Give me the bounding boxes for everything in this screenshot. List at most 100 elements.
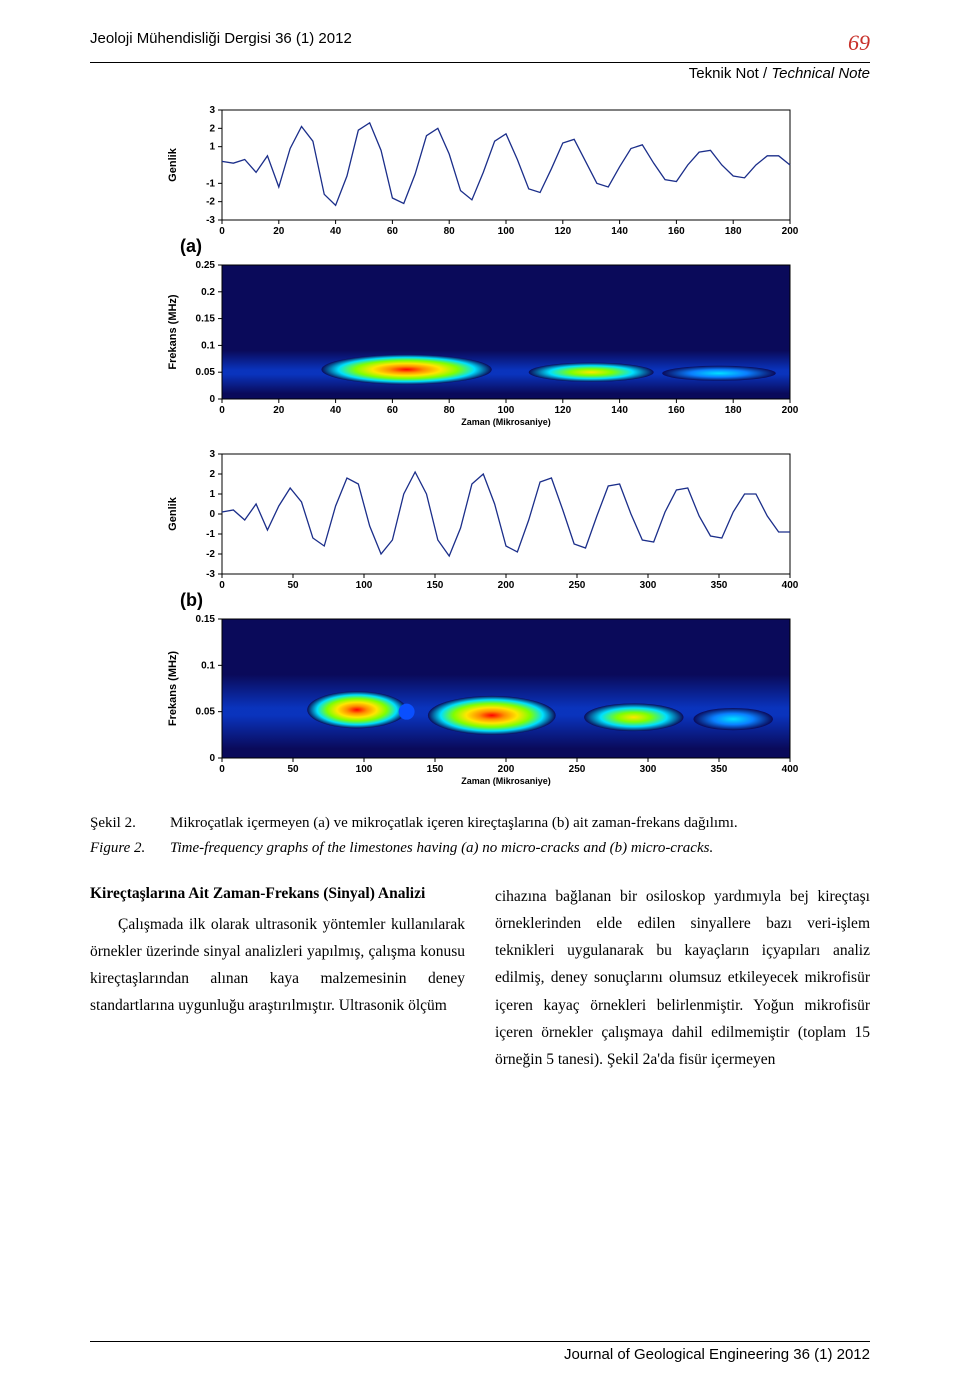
svg-text:0.05: 0.05 bbox=[196, 707, 216, 718]
svg-text:120: 120 bbox=[554, 405, 571, 416]
svg-text:-2: -2 bbox=[206, 197, 215, 208]
svg-text:160: 160 bbox=[668, 226, 685, 237]
svg-text:350: 350 bbox=[711, 764, 728, 775]
svg-text:-2: -2 bbox=[206, 549, 215, 560]
svg-text:3: 3 bbox=[209, 449, 215, 460]
svg-text:2: 2 bbox=[209, 469, 215, 480]
svg-text:120: 120 bbox=[554, 226, 571, 237]
caption-label-en: Figure 2. bbox=[90, 838, 170, 859]
svg-text:150: 150 bbox=[427, 764, 444, 775]
svg-text:180: 180 bbox=[725, 226, 742, 237]
left-paragraph: Çalışmada ilk olarak ultrasonik yöntemle… bbox=[90, 911, 465, 1020]
svg-text:20: 20 bbox=[273, 405, 285, 416]
tech-note-tr: Teknik Not / bbox=[689, 65, 772, 82]
svg-text:300: 300 bbox=[640, 764, 657, 775]
svg-text:0.2: 0.2 bbox=[201, 287, 215, 298]
technical-note-line: Teknik Not / Technical Note bbox=[90, 65, 870, 82]
svg-text:0: 0 bbox=[219, 580, 225, 591]
svg-text:0: 0 bbox=[209, 509, 215, 520]
svg-text:50: 50 bbox=[287, 764, 299, 775]
svg-text:Zaman (Mikrosaniye): Zaman (Mikrosaniye) bbox=[461, 776, 551, 786]
panel-a-label: (a) bbox=[180, 236, 202, 257]
svg-text:200: 200 bbox=[782, 226, 799, 237]
svg-text:1: 1 bbox=[209, 489, 215, 500]
svg-text:140: 140 bbox=[611, 405, 628, 416]
svg-text:250: 250 bbox=[569, 764, 586, 775]
svg-text:0: 0 bbox=[209, 753, 215, 764]
svg-text:200: 200 bbox=[498, 764, 515, 775]
spectrogram-a-chart: 0 20 40 60 80 100 120 140 160 180 200 0 0.05 0.1 0.15 0… bbox=[160, 259, 800, 429]
svg-text:100: 100 bbox=[356, 764, 373, 775]
svg-text:50: 50 bbox=[287, 580, 299, 591]
svg-text:400: 400 bbox=[782, 764, 799, 775]
svg-text:400: 400 bbox=[782, 580, 799, 591]
waveform-a-chart: 020406080100120140160180200-3-2-1123Genl… bbox=[160, 102, 800, 242]
svg-text:1: 1 bbox=[209, 142, 215, 153]
svg-text:Frekans (MHz): Frekans (MHz) bbox=[167, 651, 179, 727]
svg-text:Zaman (Mikrosaniye): Zaman (Mikrosaniye) bbox=[461, 417, 551, 427]
svg-text:0.25: 0.25 bbox=[196, 260, 216, 271]
page-number: 69 bbox=[848, 30, 870, 56]
svg-text:-1: -1 bbox=[206, 529, 215, 540]
svg-text:300: 300 bbox=[640, 580, 657, 591]
svg-text:0.1: 0.1 bbox=[201, 340, 215, 351]
svg-text:-3: -3 bbox=[206, 215, 215, 226]
header-rule bbox=[90, 62, 870, 63]
left-column: Kireçtaşlarına Ait Zaman-Frekans (Sinyal… bbox=[90, 883, 465, 1073]
caption-text-tr: Mikroçatlak içermeyen (a) ve mikroçatlak… bbox=[170, 813, 870, 834]
svg-text:20: 20 bbox=[273, 226, 285, 237]
caption-en: Figure 2. Time-frequency graphs of the l… bbox=[90, 838, 870, 859]
panel-a-spectrogram: 0 20 40 60 80 100 120 140 160 180 200 0 0.05 0.1 0.15 0… bbox=[160, 259, 800, 434]
svg-text:100: 100 bbox=[356, 580, 373, 591]
svg-text:200: 200 bbox=[782, 405, 799, 416]
svg-text:80: 80 bbox=[444, 405, 456, 416]
svg-text:350: 350 bbox=[711, 580, 728, 591]
svg-text:0: 0 bbox=[209, 394, 215, 405]
svg-text:Frekans (MHz): Frekans (MHz) bbox=[167, 294, 179, 370]
footer-rule bbox=[90, 1341, 870, 1342]
svg-text:Genlik: Genlik bbox=[167, 147, 179, 182]
figure-block: 020406080100120140160180200-3-2-1123Genl… bbox=[160, 102, 800, 793]
svg-text:140: 140 bbox=[611, 226, 628, 237]
svg-text:60: 60 bbox=[387, 226, 399, 237]
svg-text:200: 200 bbox=[498, 580, 515, 591]
spectrogram-b-chart: 0 50 100 150 200 250 300 350 400 0 0.05 0.1 0.15 Frek… bbox=[160, 613, 800, 788]
svg-text:40: 40 bbox=[330, 226, 342, 237]
page-footer: Journal of Geological Engineering 36 (1)… bbox=[90, 1341, 870, 1363]
tech-note-en: Technical Note bbox=[771, 65, 870, 82]
svg-text:0.1: 0.1 bbox=[201, 660, 215, 671]
panel-a-waveform: 020406080100120140160180200-3-2-1123Genl… bbox=[160, 102, 800, 247]
waveform-b-chart: 0 50 100 150 200 250 300 350 400 -3 -2 -1 0 1 2 3 Genlik bbox=[160, 446, 800, 596]
svg-text:3: 3 bbox=[209, 105, 215, 116]
panel-b-label: (b) bbox=[180, 590, 203, 611]
caption-label-tr: Şekil 2. bbox=[90, 813, 170, 834]
section-heading: Kireçtaşlarına Ait Zaman-Frekans (Sinyal… bbox=[90, 883, 465, 905]
svg-text:0: 0 bbox=[219, 764, 225, 775]
caption-tr: Şekil 2. Mikroçatlak içermeyen (a) ve mi… bbox=[90, 813, 870, 834]
svg-text:40: 40 bbox=[330, 405, 342, 416]
panel-b-waveform: 0 50 100 150 200 250 300 350 400 -3 -2 -1 0 1 2 3 Genlik… bbox=[160, 446, 800, 601]
svg-text:150: 150 bbox=[427, 580, 444, 591]
journal-title: Jeoloji Mühendisliği Dergisi 36 (1) 2012 bbox=[90, 30, 352, 47]
svg-text:100: 100 bbox=[498, 226, 515, 237]
svg-text:100: 100 bbox=[498, 405, 515, 416]
svg-text:0.15: 0.15 bbox=[196, 614, 216, 625]
svg-text:0.15: 0.15 bbox=[196, 314, 216, 325]
svg-text:Genlik: Genlik bbox=[167, 496, 179, 531]
body-columns: Kireçtaşlarına Ait Zaman-Frekans (Sinyal… bbox=[90, 883, 870, 1073]
svg-text:-3: -3 bbox=[206, 569, 215, 580]
svg-text:180: 180 bbox=[725, 405, 742, 416]
caption-text-en: Time-frequency graphs of the limestones … bbox=[170, 838, 870, 859]
svg-text:0.05: 0.05 bbox=[196, 367, 216, 378]
right-paragraph: cihazına bağlanan bir osiloskop yardımıy… bbox=[495, 883, 870, 1073]
footer-text: Journal of Geological Engineering 36 (1)… bbox=[90, 1346, 870, 1363]
svg-text:0: 0 bbox=[219, 405, 225, 416]
page-header: Jeoloji Mühendisliği Dergisi 36 (1) 2012… bbox=[90, 30, 870, 56]
svg-text:80: 80 bbox=[444, 226, 456, 237]
svg-text:60: 60 bbox=[387, 405, 399, 416]
svg-text:250: 250 bbox=[569, 580, 586, 591]
svg-text:2: 2 bbox=[209, 123, 215, 134]
panel-b-spectrogram: 0 50 100 150 200 250 300 350 400 0 0.05 0.1 0.15 Frek… bbox=[160, 613, 800, 793]
svg-text:160: 160 bbox=[668, 405, 685, 416]
svg-text:-1: -1 bbox=[206, 178, 215, 189]
